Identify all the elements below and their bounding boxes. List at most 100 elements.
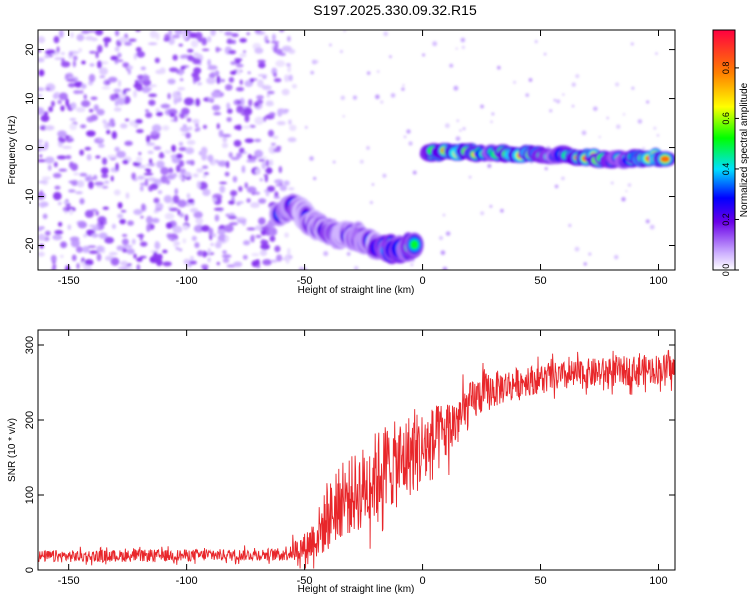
noise-blob (239, 79, 243, 85)
noise-blob (83, 265, 92, 270)
noise-blob (178, 160, 185, 168)
noise-blob (94, 137, 104, 144)
noise-blob (167, 93, 171, 100)
noise-blob (47, 164, 52, 171)
noise-blob (261, 161, 267, 170)
noise-blob (236, 201, 244, 204)
noise-blob (169, 67, 178, 73)
noise-blob (178, 147, 187, 152)
noise-speck (340, 50, 343, 53)
noise-blob (189, 159, 195, 166)
snr-x-tick-label: 100 (649, 575, 667, 587)
noise-blob (276, 121, 286, 126)
noise-speck (380, 100, 384, 104)
noise-blob (171, 144, 176, 153)
noise-blob (69, 123, 77, 131)
colorbar-label: Normalized spectral amplitude (739, 82, 750, 217)
noise-blob (287, 137, 297, 143)
noise-blob (82, 245, 90, 254)
noise-blob (109, 94, 117, 101)
noise-blob (133, 208, 143, 215)
noise-blob (239, 53, 247, 58)
noise-blob (145, 109, 149, 112)
snr-x-tick-label: 0 (419, 575, 425, 587)
spectrogram-y-tick-label: -10 (24, 189, 36, 205)
noise-blob (211, 104, 221, 111)
noise-blob (258, 158, 266, 162)
noise-blob (246, 198, 251, 203)
noise-blob (214, 241, 222, 249)
noise-blob (88, 180, 94, 190)
noise-blob (114, 46, 120, 52)
noise-blob (168, 237, 174, 241)
noise-blob (257, 59, 266, 63)
noise-blob (114, 146, 120, 152)
noise-blob (194, 128, 199, 132)
noise-blob (210, 242, 214, 247)
noise-blob (116, 150, 126, 159)
noise-blob (165, 222, 173, 229)
noise-blob (175, 241, 181, 246)
noise-blob (135, 47, 142, 52)
noise-blob (207, 248, 211, 255)
noise-blob (102, 119, 107, 124)
noise-speck (401, 87, 405, 91)
noise-blob (58, 92, 68, 101)
noise-blob (57, 221, 63, 227)
noise-blob (142, 79, 152, 87)
noise-blob (174, 30, 184, 35)
noise-blob (140, 66, 146, 71)
noise-speck (403, 135, 407, 139)
noise-blob (98, 143, 105, 148)
noise-speck (487, 163, 492, 168)
noise-blob (172, 54, 178, 61)
noise-blob (88, 174, 92, 180)
noise-blob (152, 179, 161, 183)
noise-blob (90, 96, 98, 101)
noise-blob (225, 160, 230, 169)
noise-blob (133, 53, 137, 60)
noise-blob (207, 36, 212, 43)
noise-blob (258, 198, 267, 204)
noise-blob (148, 93, 158, 98)
noise-blob (188, 126, 193, 131)
noise-blob (271, 33, 276, 42)
noise-blob (83, 233, 88, 238)
noise-blob (69, 236, 80, 242)
noise-blob (146, 142, 156, 146)
noise-blob (164, 212, 175, 220)
noise-blob (136, 176, 146, 179)
noise-speck (614, 254, 619, 260)
snr-frame (37, 329, 676, 571)
noise-speck (631, 86, 635, 90)
noise-blob (260, 243, 270, 250)
noise-blob (266, 40, 270, 44)
noise-blob (75, 107, 86, 113)
noise-blob (149, 84, 157, 88)
noise-blob (56, 155, 67, 160)
noise-blob (101, 173, 109, 179)
noise-blob (233, 125, 243, 130)
noise-speck (637, 119, 643, 124)
noise-blob (159, 152, 165, 159)
noise-blob (281, 257, 290, 261)
noise-blob (269, 235, 276, 242)
noise-blob (228, 50, 237, 55)
noise-speck (461, 45, 465, 49)
noise-blob (193, 52, 200, 57)
noise-blob (85, 130, 96, 137)
noise-blob (119, 218, 126, 225)
snr-series-line (38, 349, 675, 569)
noise-blob (146, 215, 153, 225)
noise-blob (154, 57, 160, 64)
noise-blob (217, 160, 228, 167)
noise-speck (440, 250, 446, 255)
noise-blob (39, 125, 47, 131)
noise-blob (254, 168, 261, 175)
noise-blob (52, 172, 62, 179)
noise-blob (281, 88, 290, 96)
noise-blob (150, 130, 158, 136)
noise-speck (621, 197, 626, 202)
noise-blob (242, 254, 248, 260)
